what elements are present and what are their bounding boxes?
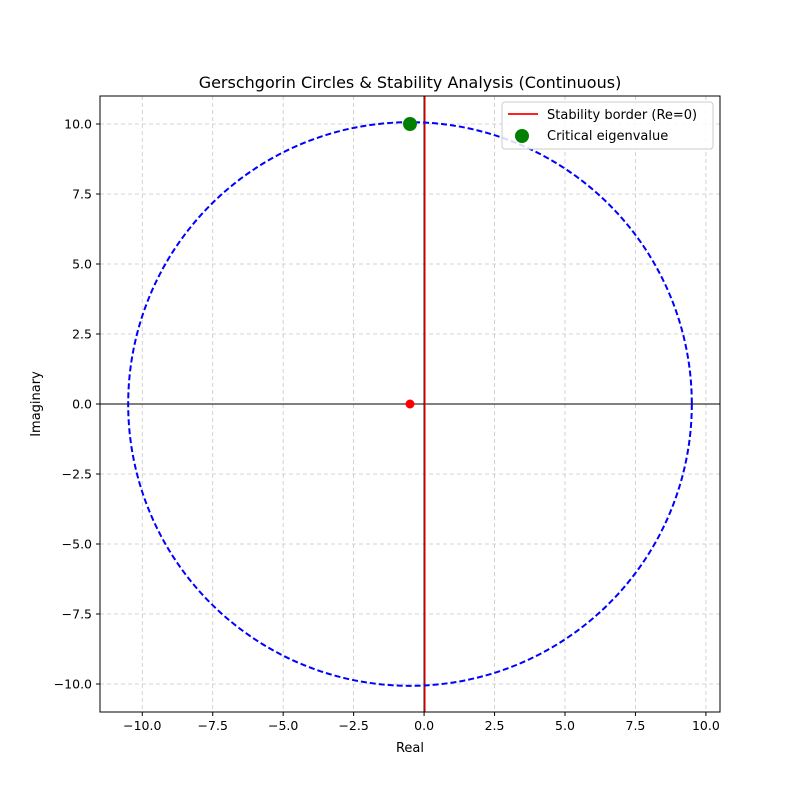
- legend-stability-border-label: Stability border (Re=0): [547, 108, 697, 123]
- x-axis-label: Real: [396, 741, 424, 756]
- y-tick-label: 5.0: [72, 257, 92, 272]
- y-tick-label: 10.0: [64, 117, 92, 132]
- x-ticks: −10.0 −7.5 −5.0 −2.5 0.0 2.5 5.0 7.5 10.0: [123, 712, 720, 733]
- circle-center-point: [405, 399, 415, 409]
- y-tick-label: −2.5: [62, 467, 92, 482]
- y-ticks: −10.0 −7.5 −5.0 −2.5 0.0 2.5 5.0 7.5 10.0: [54, 117, 100, 692]
- x-tick-label: −7.5: [198, 718, 228, 733]
- y-axis-label: Imaginary: [29, 371, 44, 437]
- x-tick-label: −5.0: [268, 718, 298, 733]
- y-tick-label: 7.5: [72, 187, 92, 202]
- plot-data: [127, 96, 693, 712]
- chart-title: Gerschgorin Circles & Stability Analysis…: [199, 73, 622, 92]
- x-tick-label: 5.0: [555, 718, 575, 733]
- critical-eigenvalue-point: [403, 117, 417, 131]
- legend-frame: [501, 101, 714, 150]
- legend-critical-eigenvalue-swatch: [515, 129, 529, 143]
- y-tick-label: −7.5: [62, 607, 92, 622]
- x-tick-label: 2.5: [485, 718, 505, 733]
- x-tick-label: 10.0: [692, 718, 720, 733]
- legend-critical-eigenvalue-label: Critical eigenvalue: [547, 129, 668, 144]
- x-tick-label: 7.5: [626, 718, 646, 733]
- y-tick-label: 0.0: [72, 397, 92, 412]
- x-tick-label: −10.0: [123, 718, 161, 733]
- y-tick-label: −5.0: [62, 537, 92, 552]
- y-tick-label: −10.0: [54, 677, 92, 692]
- legend: Stability border (Re=0) Critical eigenva…: [501, 101, 714, 150]
- x-tick-label: −2.5: [338, 718, 368, 733]
- y-tick-label: 2.5: [72, 327, 92, 342]
- x-tick-label: 0.0: [414, 718, 434, 733]
